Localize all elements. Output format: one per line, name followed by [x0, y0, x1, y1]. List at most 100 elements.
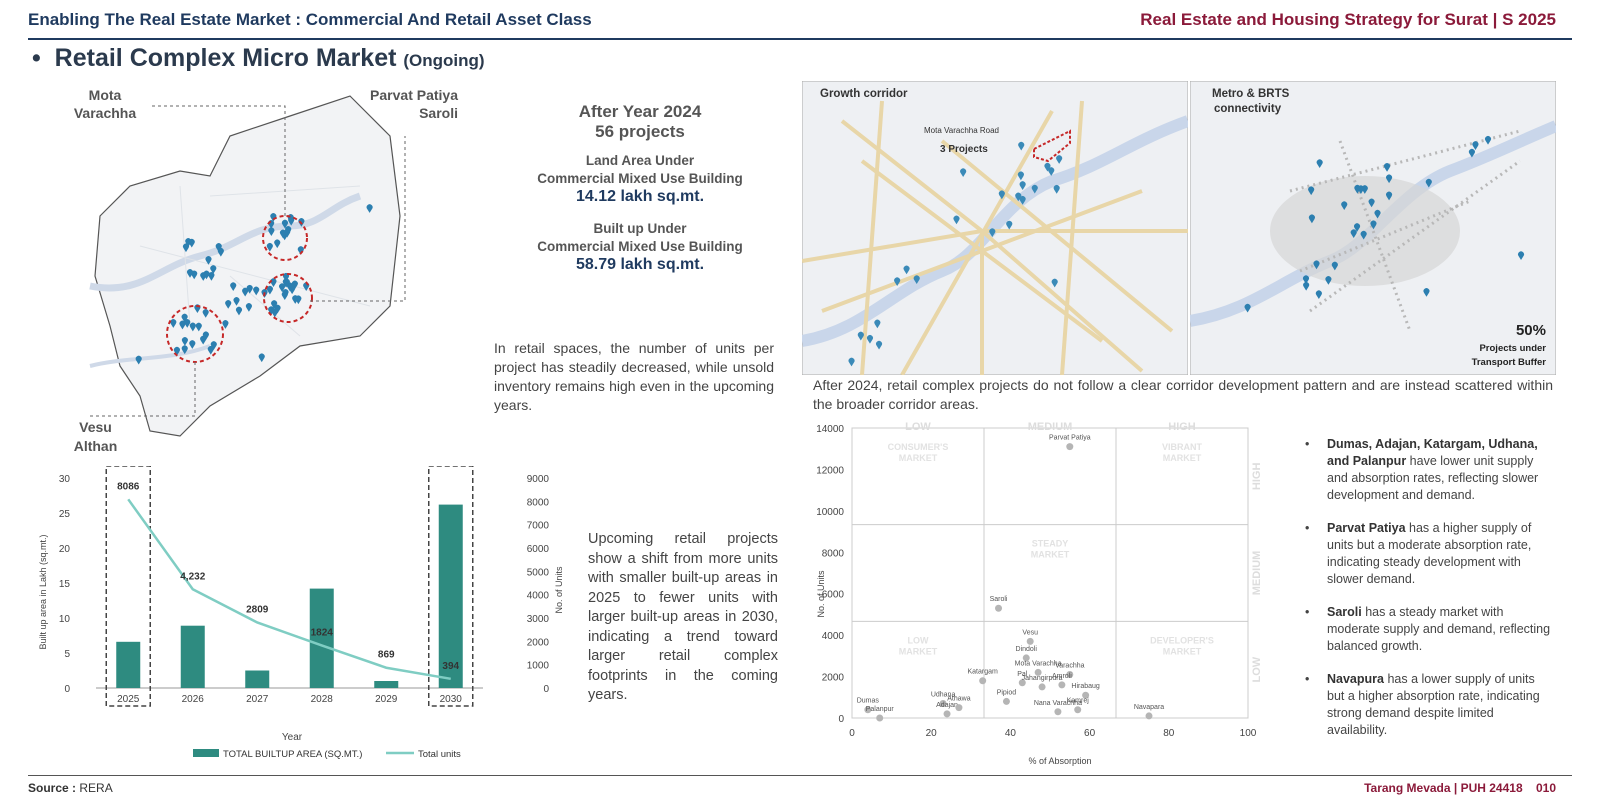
map-pin-icon [208, 272, 215, 281]
scatter-point [876, 714, 884, 722]
map-pin-icon [233, 297, 240, 306]
map-pin-icon [205, 256, 212, 265]
label-vesu-althan: Vesu Althan [68, 418, 123, 456]
metro-pins [1244, 135, 1525, 313]
map-pin-icon [1341, 201, 1348, 211]
units-data-label: 394 [442, 661, 459, 672]
bar-x-tick: 2026 [182, 694, 205, 705]
map-pin-icon [866, 334, 873, 344]
bar-x-tick: 2030 [440, 694, 463, 705]
map-pin-icon [185, 238, 192, 247]
scatter-y-tick: 12000 [816, 465, 844, 476]
upcoming-paragraph: Upcoming retail projects show a shift fr… [588, 531, 778, 703]
transport-buffer [1270, 176, 1460, 286]
map-pin-icon [202, 331, 209, 341]
quadrant-label: LOW [908, 635, 929, 645]
map-pin-icon [1368, 198, 1375, 208]
scatter-x-tick: 40 [1005, 728, 1017, 739]
map-pin-icon [182, 243, 189, 253]
map-pin-icon [1006, 220, 1013, 230]
bar-y2-tick: 9000 [527, 474, 550, 485]
map-pin-icon [1357, 185, 1364, 195]
scatter-point-label: Adajan [936, 702, 958, 709]
bar-y-tick: 10 [59, 614, 71, 625]
corridor-road-label: Mota Varachha Road [924, 126, 999, 135]
scatter-point [1054, 708, 1062, 716]
map-pin-icon [135, 355, 142, 365]
insight-bullets: Dumas, Adajan, Katargam, Udhana, and Pal… [1305, 436, 1555, 755]
legend-builtup-swatch [193, 749, 219, 757]
map-pin-icon [1308, 186, 1315, 196]
stats-land-label: Land Area Under Commercial Mixed Use Bui… [500, 152, 780, 188]
bullet-1-text: have lower unit supply and absorption ra… [1327, 454, 1539, 502]
map-pin-icon [222, 320, 229, 329]
cluster-circle-mota [262, 215, 308, 261]
bar-x-tick: 2027 [246, 694, 269, 705]
map-pin-icon [181, 313, 188, 323]
footer-source-label: Source : [28, 781, 77, 795]
mota-varachha-road-outline [1033, 129, 1071, 163]
scatter-point [939, 700, 947, 707]
legend-units-label: Total units [418, 749, 461, 760]
map-pin-icon [1384, 163, 1391, 172]
scatter-point-label: Amroli [1052, 673, 1072, 680]
map-pin-icon [1518, 251, 1525, 261]
header-left-title: Enabling The Real Estate Market : Commer… [28, 10, 592, 29]
bar-y2-tick: 8000 [527, 497, 550, 508]
corridor-roads [802, 100, 1188, 375]
map-pin-icon [1386, 191, 1393, 201]
map-pin-icon [1018, 141, 1025, 151]
map-pin-icon [191, 270, 198, 280]
header-right-title: Real Estate and Housing Strategy for Sur… [1140, 10, 1556, 29]
total-units-line [127, 498, 451, 681]
scatter-point-label: Navapara [1134, 704, 1164, 711]
map-pin-icon [291, 280, 298, 290]
bar-chart-bars [105, 466, 474, 707]
metro-pct-label-1: Projects under [1479, 343, 1546, 354]
map-pin-icon [913, 275, 920, 285]
bar-y-tick: 30 [59, 474, 71, 485]
map-pin-icon [1313, 260, 1320, 270]
bar-y-tick: 0 [64, 684, 70, 695]
map-pin-icon [1360, 230, 1367, 240]
scatter-x-tick: 20 [926, 728, 938, 739]
scatter-point-label: Mota Varachha [1015, 660, 1062, 667]
stats-built-value: 58.79 lakh sq.mt. [575, 256, 705, 273]
map-pin-icon [282, 289, 289, 298]
map-pin-icon [903, 265, 910, 275]
scatter-col-label: MEDIUM [1028, 421, 1073, 433]
project-pins [135, 204, 373, 365]
map-pin-icon [953, 215, 960, 225]
scatter-frame [851, 427, 1249, 719]
scatter-point-label: Saroli [990, 596, 1008, 603]
stats-land-label-2: Commercial Mixed Use Building [537, 171, 743, 186]
metro-brts-map: Metro & BRTS connectivity 50% Projects u… [1190, 81, 1556, 375]
map-pin-icon [1031, 184, 1038, 194]
scatter-axes: 0 20 40 60 80 100 0 2000 4000 6000 8000 10000 12000 1… [816, 424, 1257, 739]
bullet-4-text: has a lower supply of units but a higher… [1327, 672, 1540, 737]
footer-right: Tarang Mevada | PUH 24418 010 [1364, 781, 1556, 795]
label-vesu-1: Vesu [79, 419, 112, 435]
map-pin-icon [1316, 159, 1323, 169]
map-pin-icon [1354, 223, 1361, 232]
map-pin-icon [210, 341, 217, 350]
leader-mota [150, 105, 286, 216]
scatter-point [1082, 691, 1090, 699]
map-pin-icon [268, 306, 275, 316]
units-data-label: 8086 [117, 481, 140, 492]
map-pin-icon [210, 265, 217, 274]
bar-y2-tick: 7000 [527, 521, 550, 532]
units-data-label: 2809 [246, 604, 269, 615]
bullet-3-text: has a steady market with moderate supply… [1327, 605, 1551, 653]
map-pin-icon [203, 270, 210, 280]
scatter-point-label: Dindoli [1016, 646, 1038, 653]
label-parvat-2: Saroli [419, 105, 458, 121]
map-pin-icon [184, 319, 191, 328]
map-pin-icon [1015, 192, 1022, 202]
leader-parvat [310, 136, 406, 302]
scatter-point [1066, 671, 1074, 678]
bar-x-tick: 2028 [311, 694, 334, 705]
scatter-point [1018, 679, 1026, 687]
highlight-year-box [105, 466, 151, 707]
corridor-projects-label: 3 Projects [940, 144, 988, 155]
